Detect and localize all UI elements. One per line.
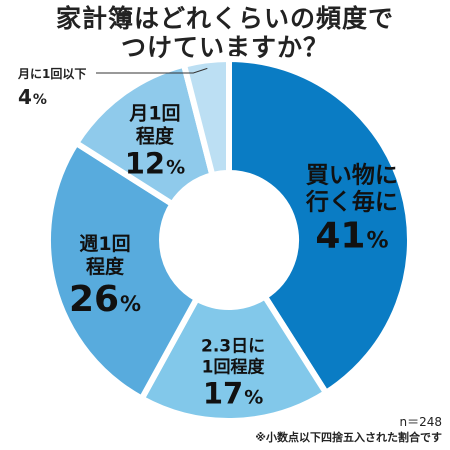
slice-label-line: 週1回 — [79, 233, 130, 255]
slice-percent: 4% — [18, 85, 47, 109]
rounding-note: ※小数点以下四捨五入された割合です — [255, 431, 442, 444]
chart-title: 家計簿はどれくらいの頻度で つけていますか？ — [0, 4, 450, 62]
slice-label-line: 1回程度 — [202, 356, 266, 377]
slice-label-line: 月1回 — [128, 103, 180, 125]
pie-slice-5 — [180, 56, 232, 179]
pie-slice-3 — [45, 140, 200, 402]
pie-slice-4 — [73, 61, 216, 208]
callout-line — [96, 67, 208, 74]
slice-label-line: 程度 — [86, 255, 125, 278]
pie-slice-2 — [138, 293, 329, 424]
slice-label-line: 程度 — [136, 125, 175, 148]
slice-label-5: 月に1回以下 4% — [17, 67, 86, 109]
slice-percent: 26% — [69, 279, 141, 320]
sample-size: n＝248 — [399, 415, 442, 429]
slice-label-line: 月に1回以下 — [17, 67, 86, 81]
labels-group: 買い物に行く毎に41%2.3日に1回程度17%週1回程度26%月1回程度12%月… — [17, 67, 398, 410]
slice-label-line: 買い物に — [306, 161, 398, 188]
title-line-1: 家計簿はどれくらいの頻度で — [55, 4, 394, 33]
chart-footer: n＝248 ※小数点以下四捨五入された割合です — [255, 415, 442, 445]
callout-group — [96, 67, 208, 74]
slice-label-line: 行く毎に — [305, 188, 398, 215]
slice-label-line: 2.3日に — [201, 336, 265, 356]
slices-group — [45, 56, 413, 424]
slice-percent: 41% — [315, 215, 388, 256]
slice-percent: 17% — [203, 376, 263, 410]
slice-percent: 12% — [125, 147, 185, 181]
